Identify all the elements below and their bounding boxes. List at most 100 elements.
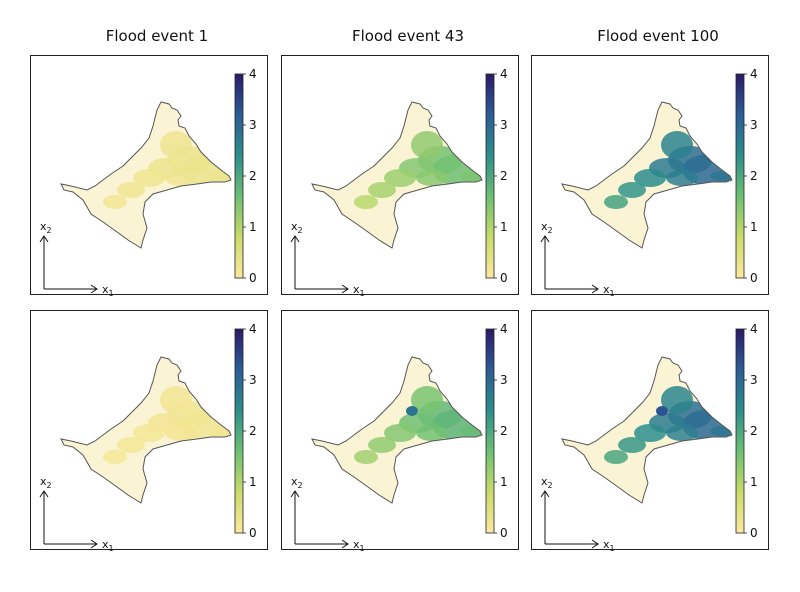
colorbar bbox=[735, 73, 745, 279]
colorbar-tick-label: 4 bbox=[750, 67, 758, 81]
flood-depth-peak bbox=[406, 406, 418, 416]
y-axis-label: x2 bbox=[541, 475, 553, 490]
column-title-2: Flood event 43 bbox=[351, 27, 465, 45]
flood-depth-blob bbox=[604, 450, 628, 464]
x-axis-label: x1 bbox=[603, 283, 615, 296]
island-map bbox=[561, 101, 733, 249]
flood-depth-blob bbox=[103, 195, 127, 209]
axis-arrows bbox=[540, 490, 599, 549]
colorbar-tick-label: 0 bbox=[750, 271, 758, 285]
heatmap-panel-4: x2 x1 0 1 2 3 4 bbox=[30, 310, 268, 551]
flood-depth-blob bbox=[411, 131, 443, 159]
coastline bbox=[561, 101, 733, 249]
colorbar-tick-label: 1 bbox=[500, 475, 508, 489]
column-title-1: Flood event 1 bbox=[105, 27, 209, 45]
colorbar bbox=[485, 73, 495, 279]
colorbar-tick-label: 1 bbox=[500, 220, 508, 234]
heatmap-panel-1: x2 x1 0 1 2 3 4 bbox=[30, 55, 268, 296]
axis-arrows bbox=[39, 490, 98, 549]
axis-arrows bbox=[540, 235, 599, 294]
flood-depth-blob bbox=[384, 424, 416, 442]
island-map bbox=[311, 356, 483, 504]
heatmap-panel-3: x2 x1 0 1 2 3 4 bbox=[531, 55, 769, 296]
flood-depth-blob bbox=[666, 170, 698, 186]
flood-depth-blob bbox=[117, 182, 145, 198]
x-axis-label: x1 bbox=[102, 538, 114, 551]
flood-depth-blob bbox=[117, 437, 145, 453]
colorbar bbox=[485, 328, 495, 534]
colorbar-tick-label: 2 bbox=[750, 169, 758, 183]
axis-arrows bbox=[290, 490, 349, 549]
colorbar-tick-label: 2 bbox=[249, 169, 257, 183]
colorbar-tick-label: 0 bbox=[500, 271, 508, 285]
flood-depth-blob bbox=[411, 386, 443, 414]
heatmap-panel-6: x2 x1 0 1 2 3 4 bbox=[531, 310, 769, 551]
flood-depth-peak bbox=[656, 406, 668, 416]
colorbar-tick-label: 1 bbox=[249, 475, 257, 489]
flood-depth-blob bbox=[103, 450, 127, 464]
colorbar bbox=[234, 73, 244, 279]
x-axis-label: x1 bbox=[603, 538, 615, 551]
y-axis-label: x2 bbox=[40, 475, 52, 490]
flood-depth-blob bbox=[368, 437, 396, 453]
island-map bbox=[561, 356, 733, 504]
colorbar-tick-label: 3 bbox=[249, 118, 257, 132]
axis-arrows bbox=[290, 235, 349, 294]
flood-depth-blob bbox=[165, 170, 197, 186]
y-axis-label: x2 bbox=[40, 220, 52, 235]
axis-arrows bbox=[39, 235, 98, 294]
colorbar bbox=[735, 328, 745, 534]
colorbar bbox=[234, 328, 244, 534]
colorbar-tick-label: 0 bbox=[750, 526, 758, 540]
coastline bbox=[561, 356, 733, 504]
flood-depth-blob bbox=[384, 169, 416, 187]
colorbar-tick-label: 3 bbox=[500, 373, 508, 387]
flood-depth-blob bbox=[618, 437, 646, 453]
colorbar-tick-label: 4 bbox=[500, 67, 508, 81]
flood-depth-blob bbox=[666, 425, 698, 441]
colorbar-tick-label: 4 bbox=[249, 322, 257, 336]
heatmap-svg-5: x2 x1 0 1 2 3 4 bbox=[290, 322, 508, 551]
flood-depth-blob bbox=[368, 182, 396, 198]
flood-depth-blob bbox=[133, 424, 165, 442]
flood-depth-blob bbox=[354, 195, 378, 209]
y-axis-label: x2 bbox=[291, 475, 303, 490]
colorbar-tick-label: 4 bbox=[249, 67, 257, 81]
y-axis-label: x2 bbox=[541, 220, 553, 235]
flood-depth-blob bbox=[165, 425, 197, 441]
colorbar-tick-label: 3 bbox=[500, 118, 508, 132]
coastline bbox=[311, 356, 483, 504]
colorbar-tick-label: 4 bbox=[500, 322, 508, 336]
flood-depth-blob bbox=[133, 169, 165, 187]
colorbar-tick-label: 2 bbox=[249, 424, 257, 438]
heatmap-svg-1: x2 x1 0 1 2 3 4 bbox=[39, 67, 257, 296]
colorbar-tick-label: 0 bbox=[249, 526, 257, 540]
colorbar-tick-label: 4 bbox=[750, 322, 758, 336]
x-axis-label: x1 bbox=[353, 283, 365, 296]
x-axis-label: x1 bbox=[102, 283, 114, 296]
colorbar-tick-label: 0 bbox=[249, 271, 257, 285]
flood-depth-blob bbox=[416, 425, 448, 441]
flood-depth-blob bbox=[661, 386, 693, 414]
colorbar-tick-label: 3 bbox=[750, 118, 758, 132]
colorbar-tick-label: 2 bbox=[750, 424, 758, 438]
colorbar-tick-label: 3 bbox=[249, 373, 257, 387]
column-title-3: Flood event 100 bbox=[597, 27, 719, 45]
colorbar-tick-label: 0 bbox=[500, 526, 508, 540]
heatmap-svg-4: x2 x1 0 1 2 3 4 bbox=[39, 322, 257, 551]
y-axis-label: x2 bbox=[291, 220, 303, 235]
coastline bbox=[311, 101, 483, 249]
island-map bbox=[311, 101, 483, 249]
colorbar-tick-label: 1 bbox=[750, 220, 758, 234]
flood-depth-blob bbox=[160, 131, 192, 159]
flood-depth-blob bbox=[354, 450, 378, 464]
colorbar-tick-label: 3 bbox=[750, 373, 758, 387]
heatmap-svg-2: x2 x1 0 1 2 3 4 bbox=[290, 67, 508, 296]
flood-depth-blob bbox=[634, 169, 666, 187]
colorbar-tick-label: 1 bbox=[249, 220, 257, 234]
colorbar-tick-label: 2 bbox=[500, 424, 508, 438]
heatmap-panel-2: x2 x1 0 1 2 3 4 bbox=[281, 55, 519, 296]
heatmap-svg-6: x2 x1 0 1 2 3 4 bbox=[540, 322, 758, 551]
island-map bbox=[60, 356, 232, 504]
x-axis-label: x1 bbox=[353, 538, 365, 551]
